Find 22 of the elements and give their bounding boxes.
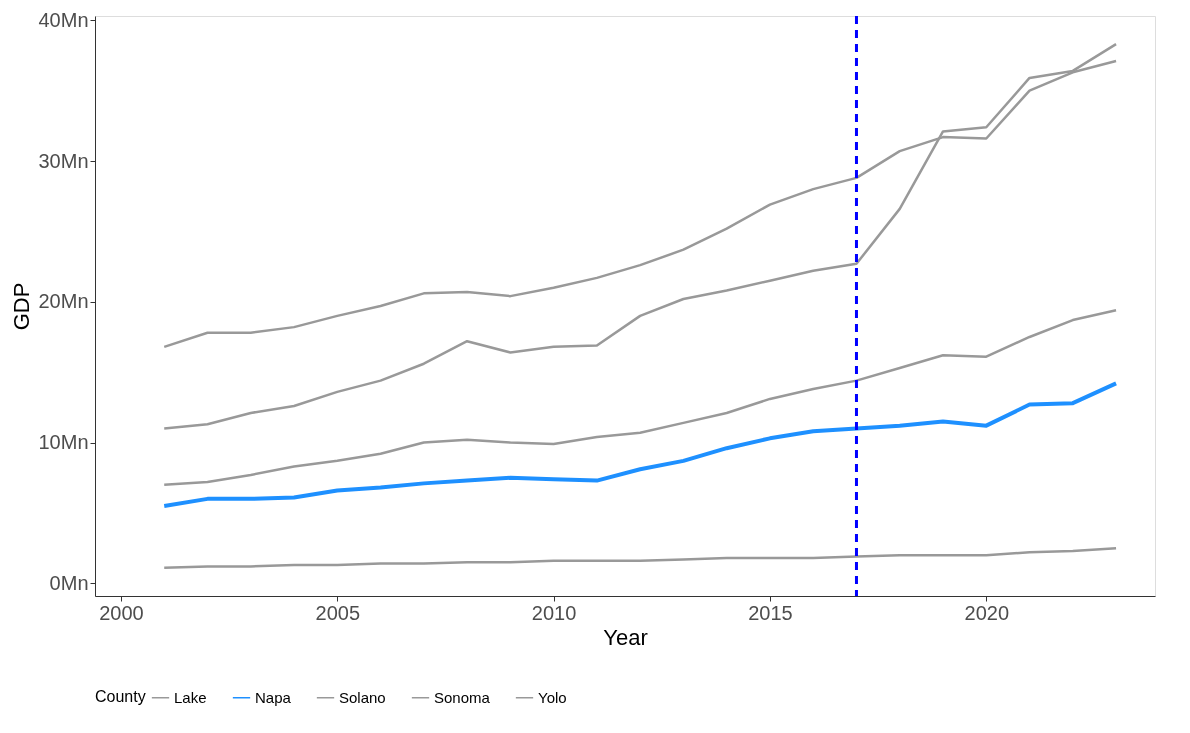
x-tick-label: 2000: [99, 601, 144, 624]
y-tick-label: 40Mn: [38, 8, 89, 31]
legend-title: County: [95, 688, 146, 705]
line-series: [162, 308, 1118, 487]
x-tick-label: 2005: [315, 601, 361, 624]
legend-label: Sonoma: [434, 688, 491, 706]
y-tick-label: 0Mn: [49, 571, 89, 594]
y-axis-title: GDP: [9, 282, 35, 331]
y-tick-label: 30Mn: [38, 149, 89, 172]
y-tick-label: 20Mn: [38, 290, 89, 313]
legend-label: Yolo: [538, 688, 567, 706]
legend-label: Lake: [174, 688, 207, 706]
legend-label: Napa: [255, 688, 292, 706]
line-series: [162, 381, 1119, 508]
legend-label: Solano: [339, 688, 386, 706]
y-tick-label: 10Mn: [38, 431, 89, 454]
x-axis-title: Year: [603, 624, 648, 650]
x-tick-label: 2015: [748, 601, 793, 624]
line-series: [162, 42, 1118, 430]
x-tick-label: 2010: [531, 601, 577, 624]
line-series: [162, 546, 1118, 570]
x-tick-label: 2020: [964, 601, 1010, 624]
